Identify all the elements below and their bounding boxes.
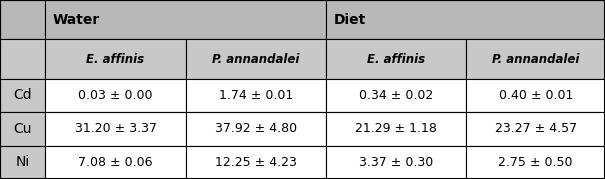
- Text: Cu: Cu: [13, 122, 32, 136]
- Text: 21.29 ± 1.18: 21.29 ± 1.18: [355, 122, 437, 136]
- Text: Cd: Cd: [13, 88, 32, 103]
- Text: Ni: Ni: [16, 155, 30, 170]
- Bar: [45, 39, 186, 79]
- Text: 12.25 ± 4.23: 12.25 ± 4.23: [215, 156, 297, 169]
- Text: 7.08 ± 0.06: 7.08 ± 0.06: [78, 156, 153, 169]
- Bar: [186, 39, 326, 79]
- Text: P. annandalei: P. annandalei: [492, 53, 580, 66]
- Bar: [45, 0, 326, 39]
- Bar: [0, 0, 45, 39]
- Bar: [326, 146, 466, 179]
- Bar: [326, 0, 605, 39]
- Text: E. affinis: E. affinis: [87, 53, 145, 66]
- Text: 37.92 ± 4.80: 37.92 ± 4.80: [215, 122, 297, 136]
- Bar: [0, 112, 45, 146]
- Bar: [466, 39, 605, 79]
- Text: 0.34 ± 0.02: 0.34 ± 0.02: [359, 89, 433, 102]
- Text: Diet: Diet: [333, 13, 365, 27]
- Bar: [186, 79, 326, 112]
- Text: 0.40 ± 0.01: 0.40 ± 0.01: [499, 89, 573, 102]
- Bar: [466, 79, 605, 112]
- Text: 23.27 ± 4.57: 23.27 ± 4.57: [495, 122, 577, 136]
- Text: E. affinis: E. affinis: [367, 53, 425, 66]
- Text: 3.37 ± 0.30: 3.37 ± 0.30: [359, 156, 433, 169]
- Text: 2.75 ± 0.50: 2.75 ± 0.50: [499, 156, 573, 169]
- Bar: [0, 146, 45, 179]
- Bar: [466, 112, 605, 146]
- Bar: [45, 112, 186, 146]
- Bar: [45, 146, 186, 179]
- Text: 0.03 ± 0.00: 0.03 ± 0.00: [78, 89, 153, 102]
- Text: 1.74 ± 0.01: 1.74 ± 0.01: [219, 89, 293, 102]
- Bar: [326, 39, 466, 79]
- Bar: [0, 79, 45, 112]
- Bar: [326, 79, 466, 112]
- Bar: [186, 112, 326, 146]
- Bar: [45, 79, 186, 112]
- Text: P. annandalei: P. annandalei: [212, 53, 299, 66]
- Bar: [186, 146, 326, 179]
- Bar: [0, 39, 45, 79]
- Text: Water: Water: [53, 13, 100, 27]
- Bar: [466, 146, 605, 179]
- Text: 31.20 ± 3.37: 31.20 ± 3.37: [74, 122, 157, 136]
- Bar: [326, 112, 466, 146]
